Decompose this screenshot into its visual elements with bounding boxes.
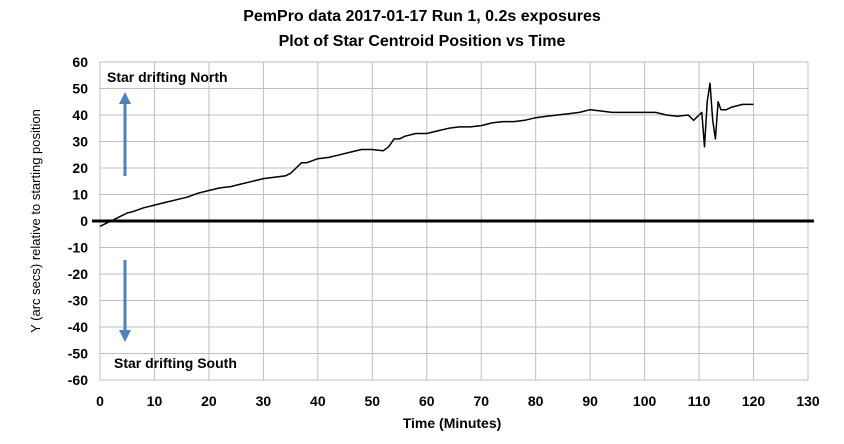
y-tick-label: 60 (72, 54, 88, 70)
y-tick-label: 20 (72, 160, 88, 176)
y-tick-label: -20 (68, 266, 88, 282)
x-tick-label: 80 (528, 393, 544, 409)
x-tick-label: 70 (473, 393, 489, 409)
x-tick-label: 120 (742, 393, 766, 409)
chart-title-line2: Plot of Star Centroid Position vs Time (278, 33, 566, 50)
x-axis-label: Time (Minutes) (403, 415, 502, 431)
y-tick-label: 30 (72, 134, 88, 150)
x-tick-label: 0 (96, 393, 104, 409)
annotation-north: Star drifting North (107, 69, 228, 85)
y-axis-label: Y (arc secs) relative to starting positi… (28, 109, 43, 333)
y-tick-label: -30 (68, 293, 88, 309)
y-tick-label: -50 (68, 346, 88, 362)
y-tick-label: -60 (68, 372, 88, 388)
series-group (99, 82, 754, 227)
x-tick-label: 100 (633, 393, 657, 409)
tick-labels: 0 10 20 30 40 50 60 70 80 90 100 110 120 130605040302… (68, 54, 820, 409)
chart-title-line1: PemPro data 2017-01-17 Run 1, 0.2s expos… (243, 8, 601, 25)
y-tick-label: 0 (80, 213, 88, 229)
x-tick-label: 60 (419, 393, 435, 409)
x-tick-label: 50 (365, 393, 381, 409)
y-tick-label: -10 (68, 240, 88, 256)
x-tick-label: 10 (147, 393, 163, 409)
x-tick-label: 30 (256, 393, 272, 409)
y-tick-label: 10 (72, 187, 88, 203)
y-tick-label: 40 (72, 107, 88, 123)
y-tick-label: 50 (72, 81, 88, 97)
x-tick-label: 130 (796, 393, 820, 409)
y-tick-label: -40 (68, 319, 88, 335)
x-tick-label: 90 (582, 393, 598, 409)
x-tick-label: 40 (310, 393, 326, 409)
x-tick-label: 20 (201, 393, 217, 409)
annotations: Star drifting North Star drifting South (107, 69, 237, 371)
annotation-south: Star drifting South (114, 355, 237, 371)
x-tick-label: 110 (688, 393, 711, 409)
series-line (99, 82, 754, 227)
